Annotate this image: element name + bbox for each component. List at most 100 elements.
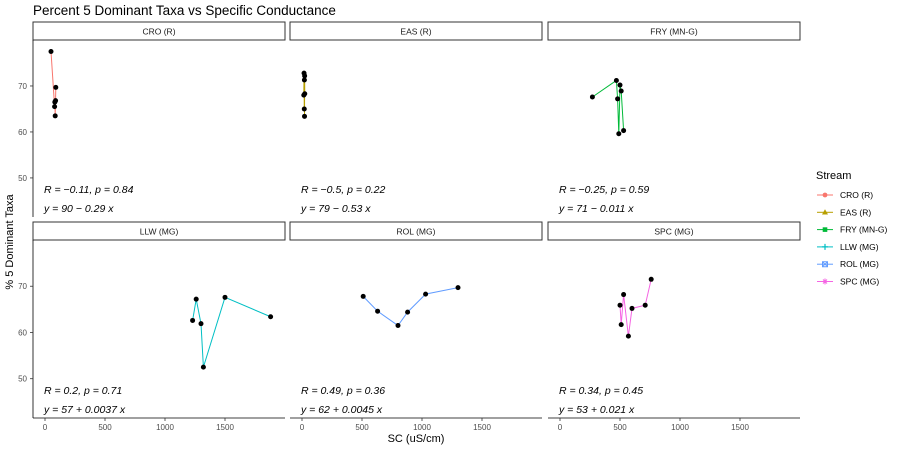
strip-cro-r	[32, 21, 286, 41]
legend-label: FRY (MN-G)	[840, 225, 888, 235]
strip-spc-mg	[547, 221, 801, 241]
x-axis-label: SC (uS/cm)	[388, 433, 445, 445]
y-tick-label: 60	[18, 328, 27, 337]
data-point	[455, 285, 461, 291]
legend-title: Stream	[816, 170, 851, 182]
data-point	[302, 91, 308, 97]
strip-label-eas-r: EAS (R)	[400, 27, 431, 37]
data-point	[48, 48, 54, 54]
stats-label-fry-mn-g: R = −0.25, p = 0.59	[559, 184, 649, 196]
facet-panels: CRO (R) 50 60 70 R = −0.11, p = 0.84 y = 90 −…	[18, 21, 801, 432]
legend-item-llw-mg: LLW (MG)	[817, 242, 879, 252]
legend-item-eas-r: EAS (R)	[817, 207, 871, 217]
data-point	[301, 106, 307, 112]
data-point	[618, 88, 624, 94]
legend-label: CRO (R)	[840, 190, 873, 200]
data-point	[615, 96, 621, 102]
data-point	[423, 291, 429, 297]
legend-label: LLW (MG)	[840, 242, 879, 252]
strip-label-rol-mg: ROL (MG)	[397, 227, 436, 237]
data-point	[617, 302, 623, 308]
data-point	[193, 296, 199, 302]
equation-label-llw-mg: y = 57 + 0.0037 x	[43, 404, 126, 416]
y-tick-label: 50	[18, 375, 27, 384]
y-tick-label: 70	[18, 82, 27, 91]
legend-label: ROL (MG)	[840, 259, 879, 269]
legend-marker	[822, 278, 828, 285]
data-point	[52, 104, 58, 110]
legend-item-cro-r: CRO (R)	[817, 190, 873, 200]
equation-label-spc-mg: y = 53 + 0.021 x	[558, 404, 635, 416]
data-point	[200, 364, 206, 370]
series-line-llw-mg	[192, 296, 271, 368]
data-point	[617, 82, 623, 88]
data-point	[302, 113, 308, 119]
legend-marker	[822, 192, 828, 198]
x-tick-label: 0	[558, 423, 563, 432]
data-point	[198, 321, 204, 327]
data-point	[621, 292, 627, 298]
x-tick-label: 1500	[731, 423, 749, 432]
data-point	[642, 302, 648, 308]
data-point	[53, 84, 59, 90]
stats-label-spc-mg: R = 0.34, p = 0.45	[559, 385, 643, 397]
data-point	[360, 293, 366, 299]
strip-rol-mg	[289, 221, 543, 241]
x-tick-label: 1000	[671, 423, 689, 432]
data-point	[621, 128, 627, 134]
legend-label: SPC (MG)	[840, 277, 879, 287]
panel-spc-mg: SPC (MG) 0 500 1000 1500 R = 0.34, p = 0.45 y …	[547, 221, 801, 432]
panel-fry-mn-g: FRY (MN-G) R = −0.25, p = 0.59 y = 71 − 0.…	[547, 21, 801, 215]
stats-label-llw-mg: R = 0.2, p = 0.71	[44, 385, 122, 397]
data-point	[375, 308, 381, 314]
legend-marker	[822, 227, 828, 232]
x-tick-label: 1500	[216, 423, 234, 432]
data-point	[616, 131, 622, 137]
data-point	[53, 98, 59, 104]
legend-marker	[822, 243, 828, 250]
x-tick-label: 0	[300, 423, 305, 432]
x-tick-label: 500	[355, 423, 369, 432]
stats-label-rol-mg: R = 0.49, p = 0.36	[301, 385, 385, 397]
legend-item-rol-mg: ROL (MG)	[817, 259, 879, 269]
data-point	[613, 77, 619, 83]
x-tick-label: 1500	[473, 423, 491, 432]
data-point	[395, 323, 401, 329]
y-tick-label: 50	[18, 174, 27, 183]
x-tick-label: 1000	[156, 423, 174, 432]
data-point	[190, 317, 196, 323]
chart-title: Percent 5 Dominant Taxa vs Specific Cond…	[33, 3, 336, 18]
series-line-spc-mg	[619, 279, 652, 337]
equation-label-fry-mn-g: y = 71 − 0.011 x	[558, 203, 634, 215]
data-point	[589, 94, 595, 100]
panel-rol-mg: ROL (MG) 0 500 1000 1500 R = 0.49, p = 0.36 y …	[289, 221, 543, 432]
legend-item-fry-mn-g: FRY (MN-G)	[817, 225, 888, 235]
y-tick-label: 70	[18, 282, 27, 291]
y-axis-label: % 5 Dominant Taxa	[4, 194, 16, 290]
legend-item-spc-mg: SPC (MG)	[817, 277, 879, 287]
equation-label-rol-mg: y = 62 + 0.0045 x	[300, 404, 383, 416]
x-tick-label: 500	[613, 423, 627, 432]
legend: CRO (R) EAS (R) FRY (MN-G) LLW (MG) ROL (MG)…	[817, 190, 888, 287]
data-point	[302, 73, 308, 79]
stats-label-cro-r: R = −0.11, p = 0.84	[44, 184, 134, 196]
data-point	[618, 322, 624, 328]
data-point	[625, 333, 631, 339]
x-tick-label: 0	[43, 423, 48, 432]
legend-marker	[822, 209, 828, 215]
data-point	[405, 309, 411, 315]
x-tick-label: 1000	[413, 423, 431, 432]
strip-label-fry-mn-g: FRY (MN-G)	[650, 27, 698, 37]
equation-label-cro-r: y = 90 − 0.29 x	[43, 203, 114, 215]
panel-llw-mg: LLW (MG) 50 60 70 0 500 1000 1500 R = 0.2, p = 0…	[18, 221, 286, 432]
strip-label-cro-r: CRO (R)	[142, 27, 175, 37]
strip-label-spc-mg: SPC (MG)	[654, 227, 693, 237]
strip-llw-mg	[32, 221, 286, 241]
stats-label-eas-r: R = −0.5, p = 0.22	[301, 184, 386, 196]
legend-marker	[822, 261, 828, 268]
data-point	[268, 314, 274, 320]
legend-label: EAS (R)	[840, 207, 871, 217]
equation-label-eas-r: y = 79 − 0.53 x	[300, 203, 371, 215]
x-tick-label: 500	[98, 423, 112, 432]
